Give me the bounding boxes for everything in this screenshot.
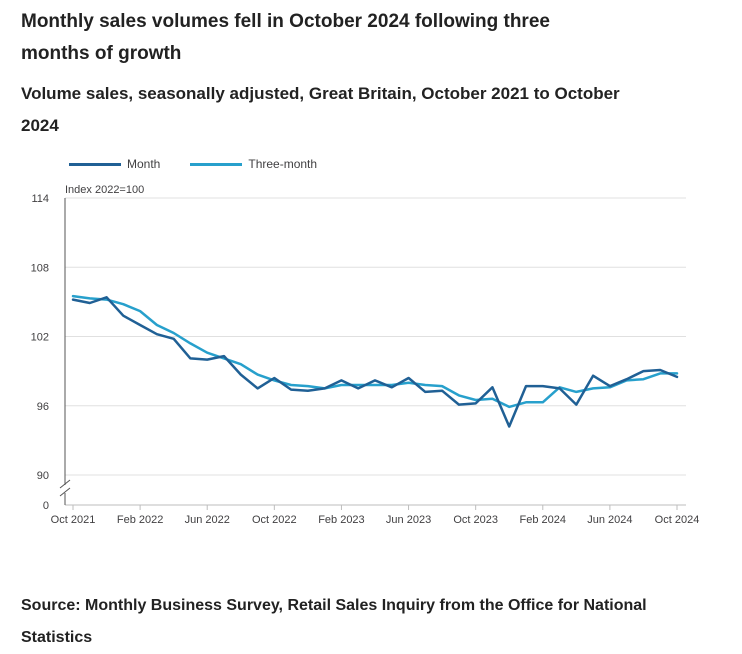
- y-tick-label: 114: [31, 193, 49, 205]
- axis-break-mark: [59, 487, 71, 497]
- chart-subtitle: Volume sales, seasonally adjusted, Great…: [21, 84, 620, 135]
- legend-swatch-month: [69, 162, 121, 166]
- legend-swatch-three-month: [190, 162, 243, 166]
- y-tick-label: 90: [37, 470, 49, 482]
- x-tick-label: Oct 2023: [453, 514, 498, 526]
- x-tick-label: Oct 2022: [252, 514, 297, 526]
- x-tick-label: Feb 2022: [117, 514, 163, 526]
- legend-label-month: Month: [127, 157, 161, 171]
- legend: Month Three-month: [69, 156, 347, 172]
- series-lines: [71, 294, 679, 428]
- axis-break-mark: [59, 479, 71, 489]
- y-tick-label: 102: [31, 332, 49, 344]
- gridlines: [65, 197, 686, 506]
- y-axis-label: Index 2022=100: [65, 184, 144, 196]
- legend-item-three-month[interactable]: Three-month: [190, 157, 317, 171]
- series-line-three-month: [71, 294, 679, 409]
- x-tick-label: Jun 2024: [587, 514, 632, 526]
- y-zero-label: 0: [43, 500, 49, 512]
- x-tick-label: Jun 2023: [386, 514, 431, 526]
- x-tick-label: Oct 2021: [51, 514, 96, 526]
- source-note: Source: Monthly Business Survey, Retail …: [21, 597, 647, 646]
- y-tick-label: 96: [37, 401, 49, 413]
- x-tick-label: Feb 2023: [318, 514, 364, 526]
- x-tick-label: Oct 2024: [655, 514, 700, 526]
- legend-item-month[interactable]: Month: [69, 157, 160, 171]
- series-line-month: [71, 296, 679, 428]
- x-tick-label: Feb 2024: [520, 514, 566, 526]
- x-tick-label: Jun 2022: [185, 514, 230, 526]
- legend-label-three-month: Three-month: [248, 157, 318, 171]
- chart-title: Monthly sales volumes fell in October 20…: [21, 11, 550, 64]
- y-tick-label: 108: [31, 262, 49, 274]
